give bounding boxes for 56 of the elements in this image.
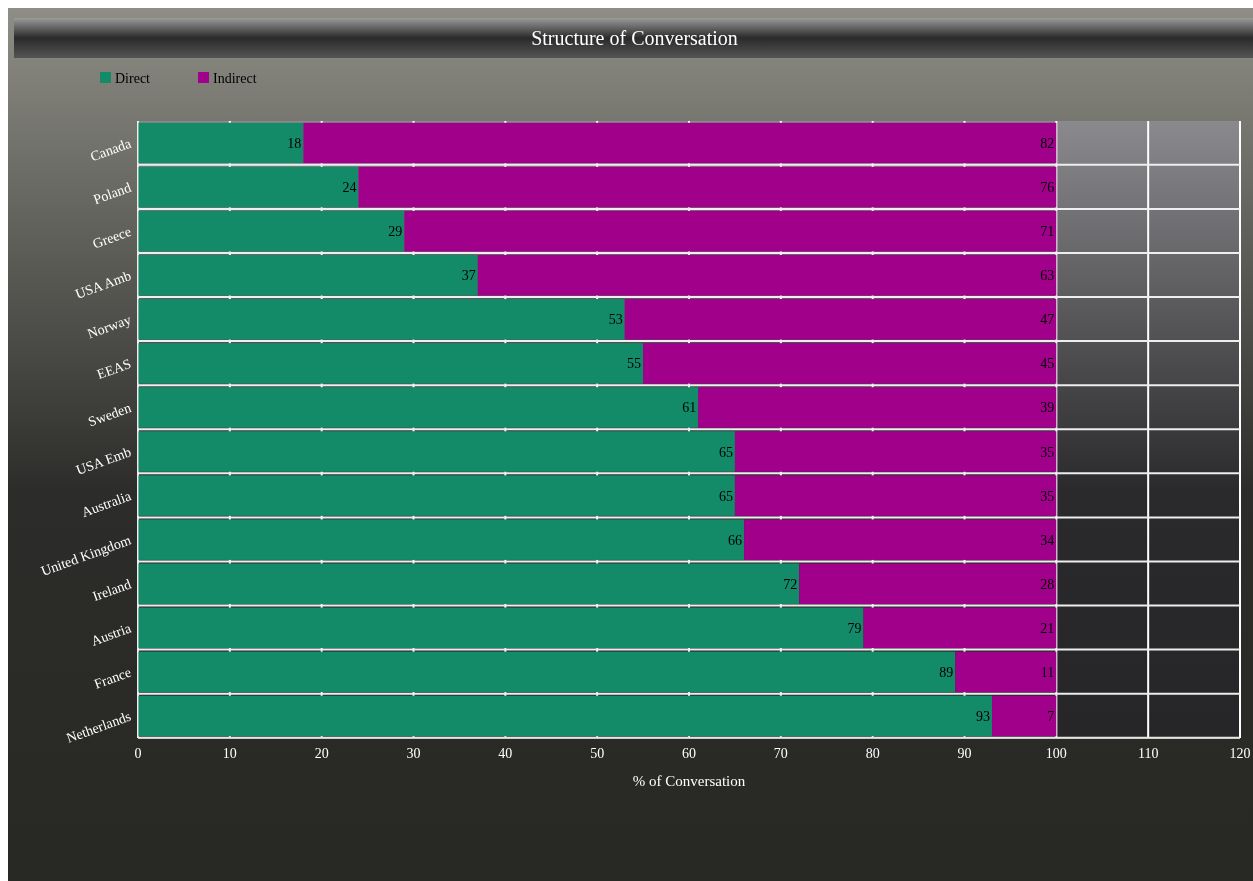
data-label: 61 [682, 400, 697, 416]
data-label: 89 [939, 664, 954, 680]
legend-label: Indirect [213, 71, 257, 86]
x-tick-label: 0 [134, 746, 142, 761]
data-label: 18 [287, 136, 302, 152]
x-tick-label: 50 [590, 746, 605, 761]
data-label: 24 [342, 180, 357, 196]
data-label: 65 [718, 444, 733, 460]
data-label: 29 [388, 224, 403, 240]
y-tick-label: Poland [91, 179, 134, 208]
x-tick-label: 20 [314, 746, 329, 761]
y-tick-label: Austria [89, 620, 134, 649]
y-tick-label: France [92, 664, 134, 692]
x-tick-label: 100 [1045, 746, 1067, 761]
data-label: 28 [1040, 576, 1055, 592]
data-label: 71 [1040, 224, 1055, 240]
y-tick-label: Sweden [86, 400, 134, 430]
y-tick-label: USA Amb [73, 267, 134, 302]
x-axis-title: % of Conversation [632, 773, 746, 789]
data-label: 45 [1040, 356, 1055, 372]
data-label: 66 [728, 532, 743, 548]
x-tick-label: 30 [406, 746, 421, 761]
data-label: 76 [1040, 180, 1055, 196]
data-label: 82 [1040, 136, 1055, 152]
data-label: 37 [461, 268, 476, 284]
data-label: 35 [1040, 444, 1055, 460]
data-label: 72 [783, 576, 798, 592]
y-tick-label: Greece [90, 223, 134, 252]
y-tick-label: Ireland [90, 576, 134, 605]
x-tick-label: 40 [498, 746, 513, 761]
data-label: 65 [718, 488, 733, 504]
x-tick-label: 120 [1229, 746, 1251, 761]
x-tick-label: 10 [222, 746, 237, 761]
data-label: 63 [1040, 268, 1055, 284]
data-label: 11 [1040, 664, 1055, 680]
x-tick-label: 80 [865, 746, 880, 761]
y-tick-label: EEAS [95, 356, 134, 383]
data-label: 7 [1047, 708, 1055, 724]
x-tick-label: 110 [1137, 746, 1159, 761]
y-tick-label: USA Emb [74, 444, 134, 478]
data-label: 55 [627, 356, 642, 372]
data-label: 53 [608, 312, 623, 328]
y-tick-label: Norway [85, 312, 134, 342]
data-label: 79 [847, 620, 862, 636]
data-label: 47 [1040, 312, 1055, 328]
x-tick-label: 60 [682, 746, 696, 761]
chart-title: Structure of Conversation [531, 27, 738, 49]
legend-label: Direct [115, 71, 151, 86]
x-tick-label: 70 [773, 746, 788, 761]
data-label: 34 [1040, 532, 1055, 548]
data-label: 35 [1040, 488, 1055, 504]
x-tick-label: 90 [957, 746, 972, 761]
data-label: 39 [1040, 400, 1055, 416]
data-label: 93 [976, 708, 991, 724]
y-tick-label: Canada [88, 135, 134, 165]
data-label: 21 [1040, 620, 1055, 636]
